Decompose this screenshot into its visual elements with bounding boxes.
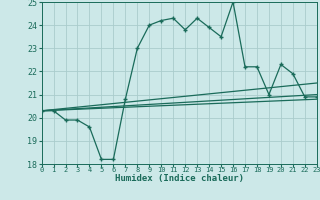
X-axis label: Humidex (Indice chaleur): Humidex (Indice chaleur) — [115, 174, 244, 183]
